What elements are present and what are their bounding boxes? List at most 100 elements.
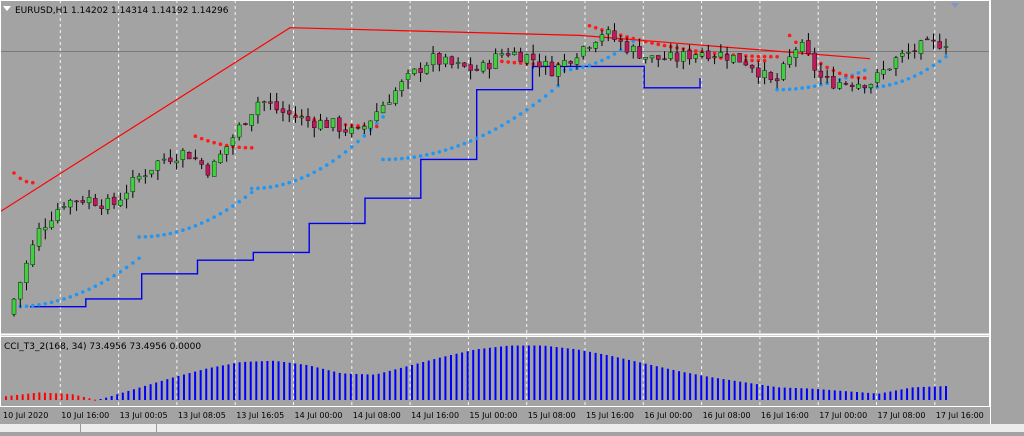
candle-body[interactable]	[681, 51, 686, 62]
candle-body[interactable]	[499, 53, 505, 56]
candle-body[interactable]	[693, 54, 698, 59]
candle-body[interactable]	[762, 70, 767, 79]
candle-body[interactable]	[211, 160, 217, 177]
candle-body[interactable]	[193, 157, 198, 160]
candle-body[interactable]	[455, 62, 461, 64]
candle-body[interactable]	[130, 177, 136, 192]
candle-body[interactable]	[912, 50, 917, 52]
candle-body[interactable]	[874, 72, 880, 83]
candle-body[interactable]	[93, 198, 98, 206]
candle-body[interactable]	[280, 108, 286, 113]
candle-body[interactable]	[299, 116, 304, 119]
candle-body[interactable]	[824, 76, 830, 78]
candle-body[interactable]	[155, 160, 161, 171]
candle-body[interactable]	[512, 51, 517, 55]
candle-body[interactable]	[668, 52, 673, 59]
candle-body[interactable]	[380, 105, 386, 114]
candle-body[interactable]	[906, 52, 911, 54]
candle-body[interactable]	[656, 55, 661, 60]
candle-body[interactable]	[143, 175, 148, 177]
candle-body[interactable]	[743, 61, 749, 66]
candle-body[interactable]	[624, 41, 630, 53]
candle-body[interactable]	[530, 53, 536, 61]
candle-body[interactable]	[105, 198, 111, 210]
candle-body[interactable]	[374, 111, 379, 121]
candle-body[interactable]	[649, 55, 655, 59]
candle-body[interactable]	[731, 55, 736, 63]
candle-body[interactable]	[774, 78, 780, 82]
candle-body[interactable]	[612, 30, 617, 40]
candle-body[interactable]	[662, 58, 667, 60]
candle-body[interactable]	[343, 129, 348, 133]
candle-body[interactable]	[618, 39, 623, 42]
candle-body[interactable]	[831, 76, 836, 89]
candle-body[interactable]	[837, 82, 842, 89]
candle-body[interactable]	[36, 228, 42, 247]
candle-body[interactable]	[856, 83, 861, 89]
bottom-tab-bar[interactable]	[0, 424, 1024, 432]
candle-body[interactable]	[706, 50, 711, 60]
candle-body[interactable]	[330, 118, 336, 128]
candle-body[interactable]	[549, 61, 555, 77]
candle-body[interactable]	[787, 56, 792, 65]
candle-body[interactable]	[518, 51, 523, 62]
candle-body[interactable]	[24, 262, 29, 283]
candle-body[interactable]	[262, 101, 267, 103]
candle-body[interactable]	[849, 84, 855, 87]
candle-body[interactable]	[581, 46, 586, 57]
candle-body[interactable]	[918, 40, 924, 54]
candle-body[interactable]	[687, 50, 692, 60]
candle-body[interactable]	[543, 61, 548, 67]
candle-body[interactable]	[587, 47, 592, 49]
candle-body[interactable]	[793, 49, 799, 59]
candle-body[interactable]	[925, 38, 930, 41]
candle-body[interactable]	[180, 150, 186, 160]
candle-body[interactable]	[18, 282, 23, 300]
price-scale[interactable]	[991, 0, 1024, 432]
candle-body[interactable]	[136, 175, 142, 180]
candle-body[interactable]	[224, 146, 229, 155]
candle-body[interactable]	[806, 40, 811, 55]
candle-body[interactable]	[274, 101, 279, 110]
candle-body[interactable]	[30, 244, 35, 265]
candle-body[interactable]	[843, 83, 849, 85]
candle-body[interactable]	[468, 64, 473, 71]
candle-body[interactable]	[505, 53, 511, 56]
triangle-down-icon[interactable]	[951, 3, 959, 8]
candle-body[interactable]	[756, 67, 761, 78]
candle-body[interactable]	[355, 127, 361, 129]
candle-body[interactable]	[712, 56, 717, 58]
candle-body[interactable]	[205, 164, 211, 176]
candle-body[interactable]	[637, 46, 642, 59]
candle-body[interactable]	[781, 63, 786, 80]
candle-body[interactable]	[493, 53, 498, 69]
candle-body[interactable]	[474, 68, 480, 71]
candle-body[interactable]	[818, 70, 824, 78]
candle-body[interactable]	[699, 52, 705, 57]
candle-body[interactable]	[862, 85, 867, 88]
candle-body[interactable]	[524, 54, 530, 64]
candle-body[interactable]	[674, 52, 680, 62]
candle-body[interactable]	[168, 157, 173, 162]
candle-body[interactable]	[562, 60, 567, 67]
candle-body[interactable]	[931, 39, 936, 42]
candle-body[interactable]	[218, 153, 223, 163]
candle-body[interactable]	[412, 68, 417, 74]
candle-body[interactable]	[99, 205, 104, 209]
candle-body[interactable]	[68, 200, 73, 208]
candle-body[interactable]	[11, 298, 17, 315]
candle-body[interactable]	[718, 52, 724, 58]
candle-body[interactable]	[443, 56, 448, 65]
candle-body[interactable]	[174, 160, 179, 164]
candle-body[interactable]	[80, 200, 86, 203]
candle-body[interactable]	[255, 101, 261, 116]
candle-body[interactable]	[418, 67, 423, 73]
candle-body[interactable]	[49, 220, 54, 228]
candle-body[interactable]	[387, 102, 392, 105]
candle-body[interactable]	[161, 158, 167, 161]
candle-body[interactable]	[881, 69, 886, 75]
candle-body[interactable]	[86, 197, 92, 204]
candle-body[interactable]	[943, 46, 949, 48]
candle-body[interactable]	[236, 124, 242, 138]
candle-body[interactable]	[487, 62, 492, 70]
